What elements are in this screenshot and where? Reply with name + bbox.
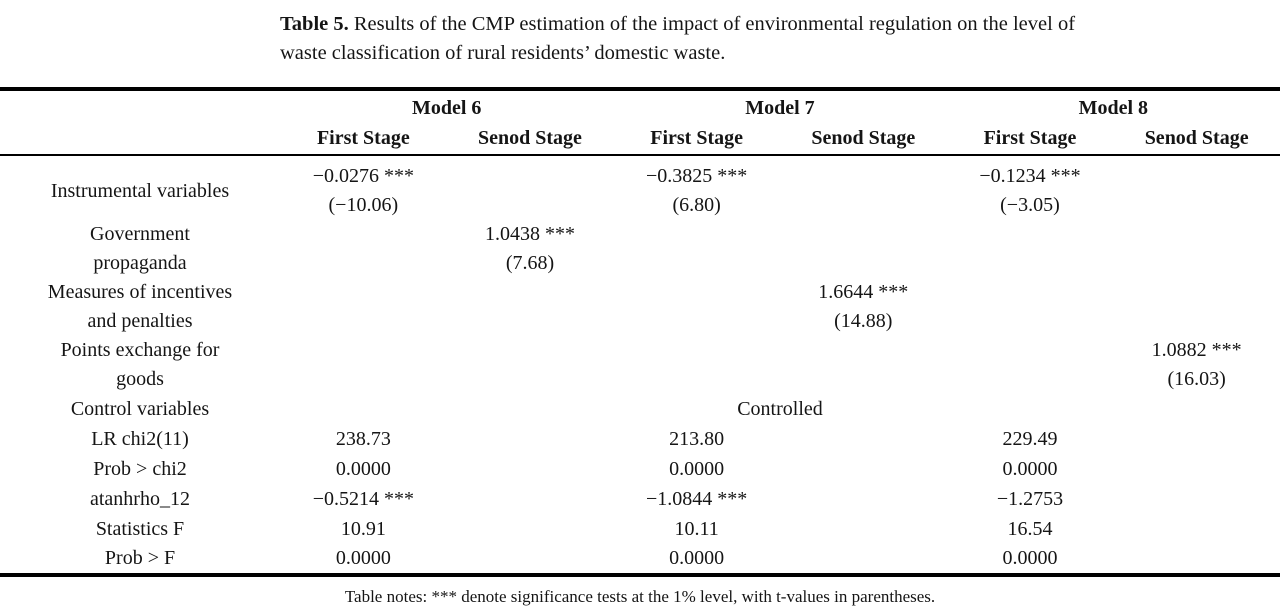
table-caption: Table 5. Results of the CMP estimation o…	[280, 0, 1280, 68]
value-cell	[947, 278, 1114, 336]
corner-cell	[0, 89, 280, 123]
row-label: Statistics F	[95, 517, 185, 540]
row-label: Government propaganda	[90, 223, 190, 274]
table-row: Statistics F 10.91 10.11 16.54	[0, 514, 1280, 544]
table-row: Government propaganda 1.0438 *** (7.68)	[0, 220, 1280, 278]
model-header-row: Model 6 Model 7 Model 8	[0, 89, 1280, 123]
value-cell	[780, 514, 947, 544]
results-table-header: Model 6 Model 7 Model 8 First Stage Senod S…	[0, 89, 1280, 156]
row-label: Measures of incentives and penalties	[47, 281, 233, 332]
value-cell	[447, 454, 614, 484]
stage-header: First Stage	[280, 123, 447, 156]
model-header: Model 7	[745, 97, 815, 119]
value-cell	[613, 336, 780, 394]
value-cell: 1.0438 *** (7.68)	[484, 223, 575, 274]
row-label: atanhrho_12	[90, 487, 190, 510]
stage-header: First Stage	[613, 123, 780, 156]
table-footnote: Table notes: *** denote significance tes…	[344, 587, 936, 606]
table-row: Prob > chi2 0.0000 0.0000 0.0000	[0, 454, 1280, 484]
value-cell	[780, 424, 947, 454]
value-cell	[780, 454, 947, 484]
value-cell: 213.80	[669, 427, 725, 450]
value-cell	[447, 424, 614, 454]
value-cell	[780, 155, 947, 220]
table-caption-label: Table 5.	[280, 13, 349, 35]
value-cell: 0.0000	[335, 457, 391, 480]
value-cell	[447, 336, 614, 394]
table-caption-line-2: waste classification of rural residents’…	[280, 42, 726, 64]
value-cell	[1113, 424, 1280, 454]
model-header: Model 8	[1078, 97, 1149, 119]
row-label: Control variables	[70, 397, 210, 420]
value-cell	[947, 336, 1114, 394]
value-cell: −0.1234 *** (−3.05)	[979, 165, 1081, 216]
value-cell: 1.6644 *** (14.88)	[818, 281, 909, 332]
value-cell: −0.3825 *** (6.80)	[646, 165, 748, 216]
row-label: LR chi2(11)	[91, 427, 189, 450]
value-cell	[280, 336, 447, 394]
table-row: Control variables Controlled	[0, 394, 1280, 424]
stage-header: Senod Stage	[446, 123, 614, 156]
value-cell	[780, 544, 947, 575]
value-cell	[780, 336, 947, 394]
row-label: Prob > F	[104, 547, 176, 569]
value-cell: 229.49	[1002, 427, 1058, 450]
value-cell	[1113, 220, 1280, 278]
value-cell	[947, 220, 1114, 278]
value-cell	[447, 544, 614, 575]
value-cell	[280, 278, 447, 336]
row-label: Prob > chi2	[93, 457, 187, 480]
value-cell: 0.0000	[1002, 457, 1058, 480]
row-label: Points exchange for goods	[60, 339, 220, 390]
value-cell	[780, 484, 947, 514]
value-cell: −1.2753	[996, 487, 1064, 510]
table-row: atanhrho_12 −0.5214 *** −1.0844 *** −1.2753	[0, 484, 1280, 514]
value-cell: −0.0276 *** (−10.06)	[312, 165, 414, 216]
value-cell: 1.0882 *** (16.03)	[1151, 339, 1242, 390]
value-cell: 10.11	[674, 517, 719, 540]
value-cell	[447, 484, 614, 514]
value-cell	[613, 278, 780, 336]
table-row: Instrumental variables −0.0276 *** (−10.06…	[0, 155, 1280, 220]
table-row: Measures of incentives and penalties 1.664…	[0, 278, 1280, 336]
value-cell: 238.73	[335, 427, 391, 450]
spanning-cell: Controlled	[737, 397, 823, 420]
value-cell	[1113, 155, 1280, 220]
value-cell: 0.0000	[669, 457, 725, 480]
value-cell	[447, 278, 614, 336]
value-cell	[780, 220, 947, 278]
stage-header: First Stage	[946, 123, 1114, 156]
table-row: Prob > F 0.0000 0.0000 0.0000	[0, 544, 1280, 575]
model-header: Model 6	[411, 97, 482, 119]
value-cell: 0.0000	[669, 547, 725, 569]
value-cell	[1113, 454, 1280, 484]
table-row: Points exchange for goods 1.0882 *** (16.03…	[0, 336, 1280, 394]
value-cell	[1113, 278, 1280, 336]
value-cell	[1113, 484, 1280, 514]
corner-cell	[0, 123, 280, 156]
value-cell	[1113, 514, 1280, 544]
table-caption-line-1: Table 5. Results of the CMP estimation o…	[280, 10, 1280, 39]
value-cell: −1.0844 ***	[646, 487, 748, 510]
stage-header: Senod Stage	[1113, 123, 1280, 156]
stage-header-row: First Stage Senod Stage First Stage Senod S…	[0, 123, 1280, 156]
value-cell	[280, 220, 447, 278]
value-cell	[447, 514, 614, 544]
table-caption-text: Results of the CMP estimation of the imp…	[353, 13, 1076, 35]
value-cell: −0.5214 ***	[312, 487, 414, 510]
results-table: Model 6 Model 7 Model 8 First Stage Senod S…	[0, 87, 1280, 577]
value-cell: 0.0000	[1002, 547, 1058, 569]
stage-header: Senod Stage	[779, 123, 947, 156]
table-row: LR chi2(11) 238.73 213.80 229.49	[0, 424, 1280, 454]
row-label: Instrumental variables	[50, 179, 230, 202]
value-cell: 10.91	[340, 517, 386, 540]
value-cell	[1113, 544, 1280, 575]
value-cell: 16.54	[1007, 517, 1053, 540]
value-cell	[447, 155, 614, 220]
results-table-body: Instrumental variables −0.0276 *** (−10.06…	[0, 155, 1280, 575]
value-cell: 0.0000	[335, 547, 391, 569]
value-cell	[613, 220, 780, 278]
